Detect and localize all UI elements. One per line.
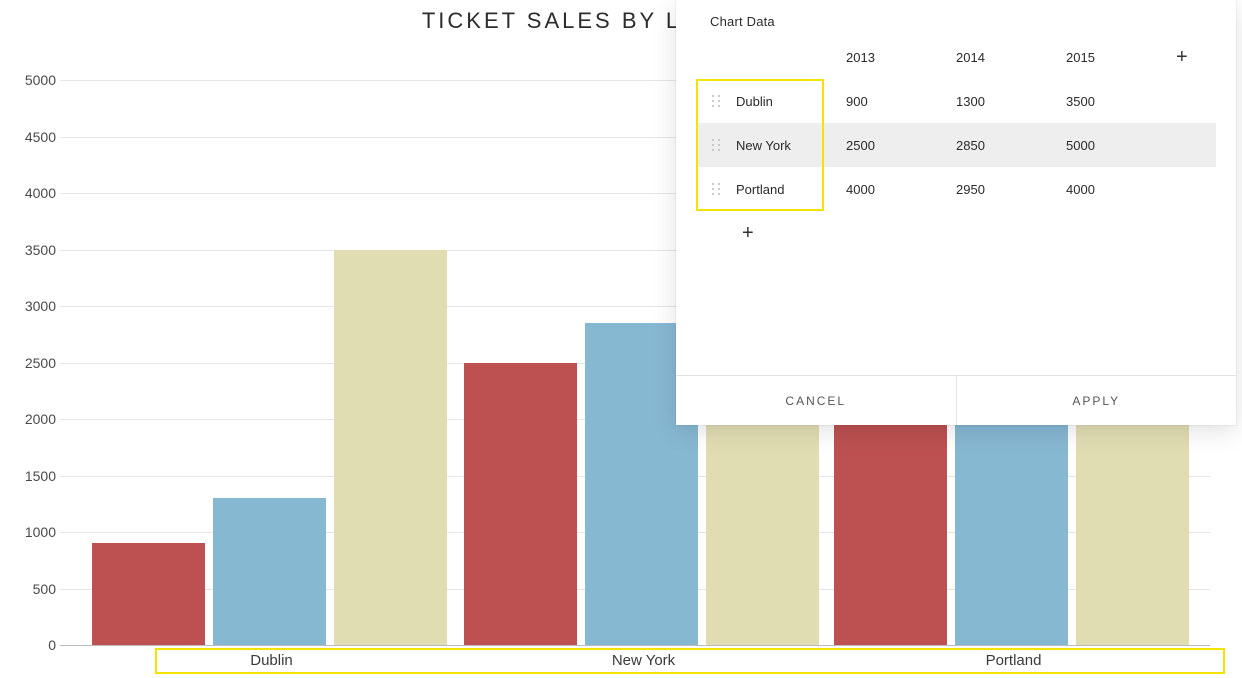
data-cell[interactable]: 900 <box>846 94 956 109</box>
panel-footer: CANCEL APPLY <box>676 375 1236 425</box>
y-tick-label: 1000 <box>12 524 56 540</box>
chart-data-panel: Chart Data 2013 2014 2015 + Dublin900130… <box>676 0 1236 425</box>
data-cell[interactable]: 2850 <box>956 138 1066 153</box>
x-tick-label: Dublin <box>250 652 293 669</box>
column-header[interactable]: 2013 <box>846 50 956 65</box>
data-cell[interactable]: 1300 <box>956 94 1066 109</box>
column-header[interactable]: 2015 <box>1066 50 1176 65</box>
y-tick-label: 500 <box>12 581 56 597</box>
cancel-button[interactable]: CANCEL <box>676 376 956 425</box>
data-cell[interactable]: 2950 <box>956 182 1066 197</box>
bar <box>334 250 447 646</box>
y-tick-label: 4000 <box>12 185 56 201</box>
x-tick-label: New York <box>612 652 675 669</box>
add-row-button[interactable]: + <box>736 223 754 243</box>
drag-handle-icon[interactable] <box>696 94 736 108</box>
y-tick-label: 2000 <box>12 411 56 427</box>
xaxis-label-highlight: Dublin New York Portland <box>155 648 1225 674</box>
x-tick-label: Portland <box>986 652 1042 669</box>
row-name-cell[interactable]: Dublin <box>736 79 846 123</box>
add-row: + <box>696 211 1216 255</box>
table-header-row: 2013 2014 2015 + <box>696 35 1216 79</box>
bar <box>213 498 326 645</box>
y-tick-label: 3000 <box>12 298 56 314</box>
drag-handle-icon[interactable] <box>696 138 736 152</box>
data-cell[interactable]: 4000 <box>1066 182 1176 197</box>
table-row: New York250028505000 <box>696 123 1216 167</box>
y-tick-label: 2500 <box>12 355 56 371</box>
data-cell[interactable]: 3500 <box>1066 94 1176 109</box>
y-tick-label: 3500 <box>12 242 56 258</box>
data-cell[interactable]: 5000 <box>1066 138 1176 153</box>
row-name-cell[interactable]: New York <box>736 123 846 167</box>
row-name-cell[interactable]: Portland <box>736 167 846 211</box>
y-tick-label: 5000 <box>12 72 56 88</box>
y-tick-label: 1500 <box>12 468 56 484</box>
drag-handle-icon[interactable] <box>696 182 736 196</box>
chart-baseline <box>60 645 1210 646</box>
add-column-button[interactable]: + <box>1176 47 1216 67</box>
table-row: Dublin90013003500 <box>696 79 1216 123</box>
panel-title: Chart Data <box>676 0 1236 35</box>
data-cell[interactable]: 2500 <box>846 138 956 153</box>
data-cell[interactable]: 4000 <box>846 182 956 197</box>
bar <box>464 363 577 646</box>
y-tick-label: 0 <box>12 637 56 653</box>
bar-group <box>92 80 447 645</box>
apply-button[interactable]: APPLY <box>956 376 1237 425</box>
chart-data-table: 2013 2014 2015 + Dublin90013003500New Yo… <box>676 35 1236 375</box>
table-row: Portland400029504000 <box>696 167 1216 211</box>
column-header[interactable]: 2014 <box>956 50 1066 65</box>
y-tick-label: 4500 <box>12 129 56 145</box>
bar <box>92 543 205 645</box>
